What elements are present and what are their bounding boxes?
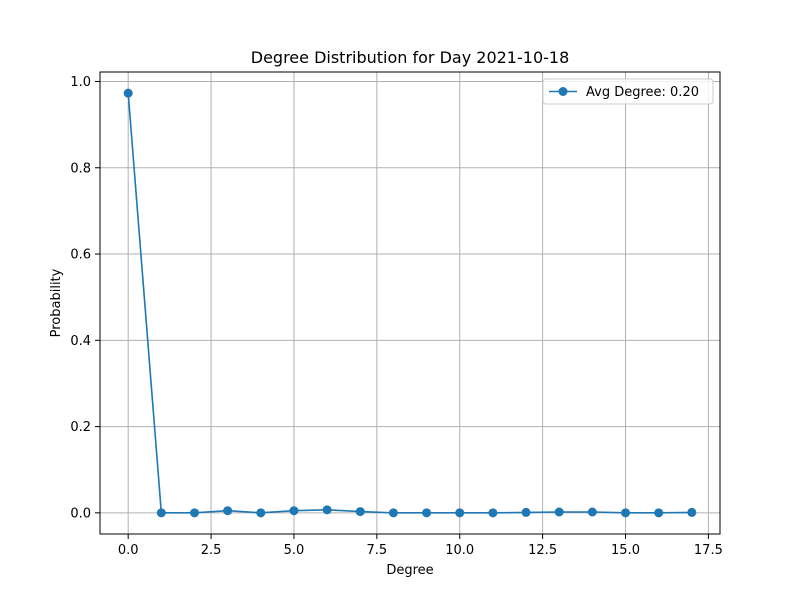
plot-frame — [99, 71, 721, 535]
data-point — [189, 508, 199, 518]
data-point — [687, 507, 697, 517]
y-tick-label: 0.8 — [70, 161, 91, 176]
y-tick-label: 0.6 — [70, 248, 91, 263]
x-tick-label: 17.5 — [694, 543, 723, 558]
y-tick-label: 1.0 — [70, 75, 91, 90]
x-tick-label: 5.0 — [284, 543, 305, 558]
data-point — [587, 507, 597, 517]
data-point — [521, 507, 531, 517]
y-axis-label: Probability — [49, 268, 64, 337]
data-point — [256, 508, 266, 518]
data-point — [554, 507, 564, 517]
legend: Avg Degree: 0.20 — [542, 78, 714, 105]
y-tick-label: 0.0 — [70, 506, 91, 521]
series-layer — [123, 88, 697, 518]
legend-entry-label: Avg Degree: 0.20 — [586, 85, 699, 100]
x-tick-label: 7.5 — [367, 543, 388, 558]
x-axis-ticks: 0.0 2.5 5.0 7.5 10.0 12.5 15.0 17.5 — [118, 534, 723, 558]
data-point — [322, 505, 332, 515]
data-point — [388, 508, 398, 518]
data-point — [621, 508, 631, 518]
y-tick-label: 0.4 — [70, 334, 91, 349]
x-axis-label: Degree — [386, 563, 433, 578]
data-point — [156, 508, 166, 518]
legend-marker — [558, 87, 568, 96]
y-axis-ticks: 0.0 0.2 0.4 0.6 0.8 1.0 — [70, 75, 100, 521]
x-tick-label: 12.5 — [528, 543, 557, 558]
data-point — [123, 88, 133, 98]
x-tick-label: 10.0 — [445, 543, 474, 558]
legend-box — [542, 78, 714, 105]
chart-title: Degree Distribution for Day 2021-10-18 — [251, 48, 570, 67]
data-point — [223, 506, 233, 516]
x-tick-label: 2.5 — [201, 543, 222, 558]
data-point — [422, 508, 432, 518]
data-point — [455, 508, 465, 518]
data-point — [355, 507, 365, 517]
data-point — [289, 506, 299, 516]
y-tick-label: 0.2 — [70, 420, 91, 435]
data-point — [654, 508, 664, 518]
data-point — [488, 508, 498, 518]
x-tick-label: 0.0 — [118, 543, 139, 558]
series-line — [127, 93, 692, 514]
x-tick-label: 15.0 — [611, 543, 640, 558]
